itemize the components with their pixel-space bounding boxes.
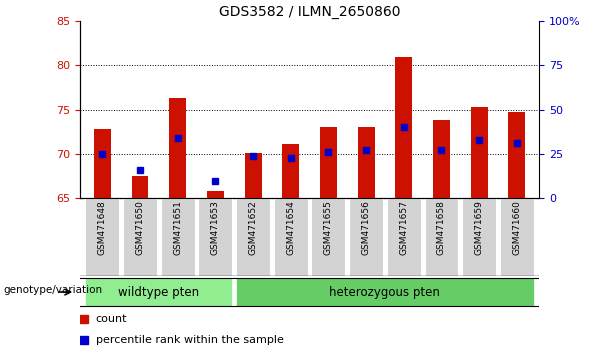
Bar bbox=[85, 198, 120, 276]
Bar bbox=[349, 198, 383, 276]
Bar bbox=[425, 198, 459, 276]
Bar bbox=[236, 278, 534, 306]
Text: genotype/variation: genotype/variation bbox=[3, 285, 102, 296]
Text: GSM471653: GSM471653 bbox=[211, 201, 220, 256]
Text: GSM471650: GSM471650 bbox=[135, 201, 145, 256]
Text: GSM471658: GSM471658 bbox=[437, 201, 446, 256]
Bar bbox=[245, 153, 262, 198]
Text: GSM471648: GSM471648 bbox=[98, 201, 107, 255]
Text: GSM471657: GSM471657 bbox=[399, 201, 408, 256]
Bar bbox=[236, 198, 270, 276]
Bar bbox=[132, 176, 148, 198]
Bar bbox=[433, 120, 450, 198]
Bar bbox=[123, 198, 157, 276]
Bar bbox=[387, 198, 421, 276]
Text: GSM471654: GSM471654 bbox=[286, 201, 295, 255]
Text: GSM471656: GSM471656 bbox=[362, 201, 371, 256]
Bar bbox=[85, 278, 232, 306]
Bar bbox=[199, 198, 232, 276]
Bar bbox=[471, 107, 487, 198]
Bar bbox=[395, 57, 413, 198]
Text: GSM471659: GSM471659 bbox=[474, 201, 484, 256]
Text: GSM471652: GSM471652 bbox=[248, 201, 257, 255]
Text: heterozygous pten: heterozygous pten bbox=[330, 286, 440, 298]
Text: percentile rank within the sample: percentile rank within the sample bbox=[96, 335, 284, 345]
Bar bbox=[94, 129, 111, 198]
Bar bbox=[500, 198, 534, 276]
Bar bbox=[462, 198, 496, 276]
Bar bbox=[282, 144, 299, 198]
Bar bbox=[311, 198, 345, 276]
Bar bbox=[508, 112, 525, 198]
Bar bbox=[320, 127, 337, 198]
Bar bbox=[169, 98, 186, 198]
Title: GDS3582 / ILMN_2650860: GDS3582 / ILMN_2650860 bbox=[219, 5, 400, 19]
Text: GSM471660: GSM471660 bbox=[512, 201, 521, 256]
Text: wildtype pten: wildtype pten bbox=[118, 286, 199, 298]
Bar bbox=[357, 127, 375, 198]
Text: GSM471655: GSM471655 bbox=[324, 201, 333, 256]
Bar bbox=[207, 191, 224, 198]
Bar bbox=[161, 198, 195, 276]
Text: count: count bbox=[96, 314, 128, 324]
Text: GSM471651: GSM471651 bbox=[173, 201, 182, 256]
Bar bbox=[274, 198, 308, 276]
